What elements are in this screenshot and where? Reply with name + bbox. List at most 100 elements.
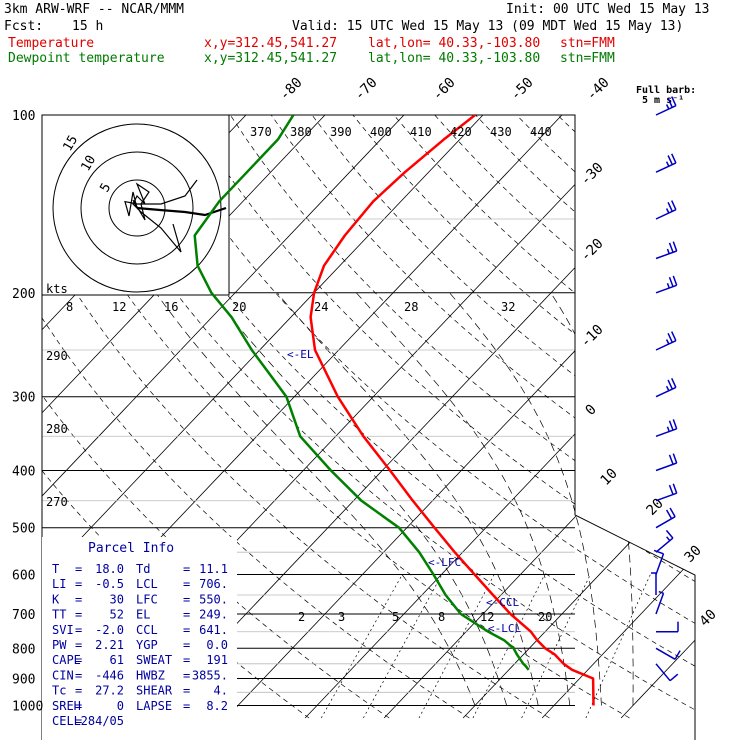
pressure-label: 600 [12, 568, 35, 583]
wind-barb [655, 275, 678, 294]
wind-barb-flag [672, 275, 678, 286]
wind-barb [655, 419, 678, 438]
wind-barb [655, 200, 677, 220]
isotherm-line [225, 115, 695, 719]
parcel-value: 0 [117, 699, 124, 713]
wind-barb-flag [666, 248, 670, 254]
parcel-key: SHEAR [136, 684, 173, 698]
parcel-value: 27.2 [95, 684, 124, 698]
wind-barb-flag [671, 200, 677, 211]
dry-adiabat-line [148, 115, 695, 719]
hodo-speed-label: 24 [314, 300, 328, 314]
parcel-eq: = [75, 577, 82, 591]
wind-barb-flag [666, 536, 671, 542]
wind-barb-flag [667, 332, 673, 343]
dry-adiabat-line [352, 115, 695, 719]
theta-label: 420 [450, 125, 472, 139]
parcel-eq: = [183, 592, 190, 606]
barb-legend-units: 5 m s⁻¹ [642, 95, 685, 106]
theta-label: 410 [410, 125, 432, 139]
wind-barb [655, 483, 678, 502]
parcel-value: 284/05 [81, 714, 124, 728]
hodo-speed-label: 20 [232, 300, 246, 314]
lfc-label: <-LFC [428, 556, 461, 569]
parcel-eq: = [75, 684, 82, 698]
isotherm-label-top: -60 [430, 75, 459, 104]
wind-barb-flag [668, 454, 674, 465]
wind-barb [655, 377, 677, 398]
barb-legend: Full barb: [636, 85, 697, 96]
parcel-value: 3855. [192, 668, 228, 682]
parcel-value: 11.1 [199, 562, 228, 576]
isotherm-label-right: 30 [682, 543, 705, 566]
hodograph-ring [80, 151, 194, 265]
parcel-eq: = [75, 714, 82, 728]
pressure-label: 700 [12, 608, 35, 623]
parcel-key: LI [52, 577, 66, 591]
parcel-eq: = [75, 668, 82, 682]
wind-barb [653, 549, 665, 575]
mixing-ratio-line [472, 574, 546, 719]
forecast-label: Fcst: [4, 19, 44, 34]
parcel-eq: = [183, 562, 190, 576]
parcel-key: YGP [136, 638, 158, 652]
hodo-speed-label: 16 [164, 300, 178, 314]
parcel-key: SREH [52, 699, 81, 713]
wind-barb [655, 153, 677, 173]
mixing-ratio-label: 8 [438, 610, 445, 624]
wind-barb-flag [668, 276, 674, 287]
dewpoint-legend-xy: x,y=312.45,541.27 [204, 51, 338, 66]
parcel-eq: = [183, 668, 190, 682]
wind-barb-flag [669, 507, 676, 518]
wind-barb-flag [667, 379, 673, 390]
parcel-eq: = [183, 684, 190, 698]
wind-barb-flag [672, 241, 678, 252]
dry-adiabat-line [42, 115, 630, 719]
isotherm-label-top: -80 [277, 75, 306, 104]
mixing-ratio-line [521, 574, 591, 719]
wind-barb-flag [665, 385, 670, 392]
parcel-box-bg [42, 537, 237, 740]
parcel-key: LCL [136, 577, 158, 591]
parcel-key: CELL [52, 714, 81, 728]
parcel-value: 249. [199, 608, 228, 622]
parcel-value: 2.21 [95, 638, 124, 652]
wind-barb-flag [674, 650, 681, 660]
parcel-value: -2.0 [95, 623, 124, 637]
isotherm-line [541, 115, 695, 719]
parcel-key: LFC [136, 592, 158, 606]
wind-barb [656, 621, 679, 633]
isotherm-label-right: -20 [578, 236, 607, 265]
dry-adiabat-line [107, 115, 695, 719]
parcel-key: Tc [52, 684, 66, 698]
wind-barb-flag [658, 590, 664, 595]
dewpoint-legend-latlon: lat,lon= 40.33,-103.80 [368, 51, 541, 66]
wind-barb [655, 663, 679, 682]
init-time: Init: 00 UTC Wed 15 May 13 [506, 2, 710, 17]
wind-barb-staff [655, 537, 674, 553]
parcel-key: CIN [52, 668, 74, 682]
mixing-ratio-line [418, 574, 495, 719]
wind-barb-flag [668, 420, 674, 431]
isotherm-line [42, 115, 484, 719]
dry-adiabat-label: 280 [46, 422, 68, 436]
ccl-label: <-CCL [486, 596, 519, 609]
wind-barb [655, 529, 674, 553]
isotherm-line [383, 115, 695, 719]
dewpoint-legend-name: Dewpoint temperature [8, 51, 165, 66]
wind-barb-flag [668, 484, 674, 495]
wind-barb-flag [653, 549, 664, 555]
dewpoint-legend-stn: stn=FMM [560, 51, 615, 66]
parcel-value: 52 [110, 608, 124, 622]
theta-label: 430 [490, 125, 512, 139]
parcel-eq: = [183, 577, 190, 591]
wind-barb-flag [672, 483, 678, 494]
wind-barb-staff [655, 553, 665, 575]
hodo-units: kts [46, 282, 68, 296]
mixing-ratio-line [363, 574, 443, 719]
temperature-legend-xy: x,y=312.45,541.27 [204, 36, 338, 51]
parcel-key: SWEAT [136, 653, 172, 667]
parcel-eq: = [75, 562, 82, 576]
theta-label: 440 [530, 125, 552, 139]
